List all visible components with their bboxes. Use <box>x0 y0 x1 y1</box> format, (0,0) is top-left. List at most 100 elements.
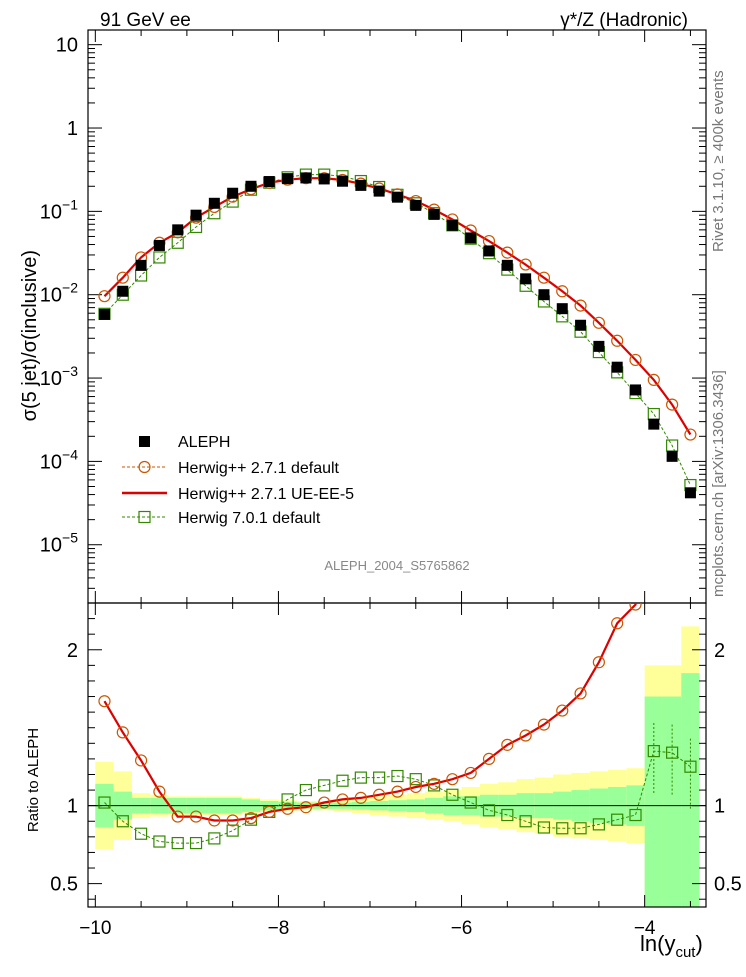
aleph-data-point <box>153 239 165 251</box>
hpp-default-ratio-point <box>244 812 258 825</box>
hpp-default-ratio-point <box>354 791 367 804</box>
legend-hpp-default-marker <box>138 460 151 474</box>
h7-ratio-point <box>318 779 331 792</box>
h7-ratio-point <box>666 746 679 759</box>
h7-ratio-point <box>281 793 294 806</box>
hpp-default-main-point <box>629 353 642 367</box>
legend-aleph-marker <box>139 436 150 447</box>
hpp-default-ratio-point <box>482 752 496 765</box>
hpp-default-ratio-point <box>226 814 239 827</box>
h7-ratio-point <box>446 788 459 801</box>
hpp-default-main-point <box>98 290 111 303</box>
aleph-data-point <box>410 199 422 211</box>
hpp-default-main-point <box>556 285 569 298</box>
aleph-data-point <box>391 191 403 203</box>
aleph-data-point <box>227 187 239 199</box>
y-tick-label: 10−5 <box>40 530 78 557</box>
hpp-default-main-point <box>574 299 587 312</box>
hpp-default-ratio-point <box>519 729 532 742</box>
aleph-data-point <box>428 208 440 220</box>
aleph-data-point <box>318 173 330 185</box>
h7-main-point <box>647 407 660 421</box>
h7-ratio-point <box>391 769 404 783</box>
aleph-data-point <box>611 361 623 373</box>
aleph-data-point <box>648 418 660 430</box>
hpp-default-ratio-point <box>556 704 569 717</box>
aleph-data-point <box>135 259 147 271</box>
ratio-y-tick-label-left: 0.5 <box>50 874 78 896</box>
hpp-default-ratio-point <box>464 766 477 780</box>
aleph-data-point <box>465 232 477 244</box>
y-tick-label: 10−2 <box>40 280 78 307</box>
hpp-default-ratio-point <box>116 726 129 739</box>
aleph-data-point <box>172 224 184 236</box>
aleph-data-point <box>501 259 513 271</box>
hpp-default-ratio-point <box>685 332 696 343</box>
hpp-default-main-point <box>666 398 679 411</box>
aleph-data-point <box>245 180 257 192</box>
y-tick-label: 10−3 <box>40 363 78 390</box>
aleph-data-point <box>483 245 495 257</box>
hpp-default-ratio-point <box>336 793 349 806</box>
h7-ratio-point <box>153 835 166 848</box>
y-tick-label: 10 <box>56 35 78 57</box>
y-tick-label: 10−1 <box>40 196 78 223</box>
aleph-data-point <box>630 384 642 396</box>
h7-ratio-point <box>189 836 203 850</box>
main-y-axis-title: σ(5 jet)/σ(inclusive) <box>19 250 41 421</box>
band-inner-bin <box>662 696 682 907</box>
hpp-default-ratio-point <box>537 718 551 731</box>
x-tick-label: −4 <box>634 918 656 939</box>
x-tick-label: −10 <box>79 918 111 939</box>
hpp-default-main-point <box>116 271 129 284</box>
ratio-uncertainty-bands <box>95 626 700 907</box>
hpp-default-main-point <box>501 246 514 259</box>
x-tick-label: −6 <box>451 918 473 939</box>
aleph-data-point <box>575 319 587 331</box>
y-tick-label: 1 <box>67 118 78 140</box>
ratio-y-tick-label-right: 1 <box>714 796 725 818</box>
rivet-version-label: Rivet 3.1.10, ≥ 400k events <box>710 70 727 252</box>
aleph-data-point <box>556 303 568 315</box>
h7-ratio-point <box>556 822 569 835</box>
mcplots-label: mcplots.cern.ch [arXiv:1306.3436] <box>710 370 727 597</box>
hpp-default-main-point <box>684 428 697 441</box>
aleph-data-point <box>282 173 294 185</box>
h7-main-point <box>153 251 166 264</box>
hpp-default-ratio-point <box>281 802 294 815</box>
aleph-data-point <box>520 273 532 285</box>
ratio-y-tick-label-right: 0.5 <box>714 874 742 896</box>
hpp-default-ratio-point <box>318 796 331 809</box>
h7-ratio-point <box>373 771 386 784</box>
hpp-default-ratio-point <box>427 777 441 790</box>
ratio-y-tick-label-left: 1 <box>67 796 78 818</box>
h7-ratio-point <box>409 773 422 786</box>
h7-ratio-point <box>171 836 184 850</box>
hpp-default-ratio-point <box>611 617 624 630</box>
h7-ratio-point <box>482 804 496 817</box>
legend-hpp-default-label: Herwig++ 2.7.1 default <box>178 460 340 477</box>
h7-main-point <box>189 220 203 234</box>
h7-ratio-point <box>574 822 587 835</box>
x-tick-label: −8 <box>268 918 290 939</box>
ratio-y-axis-title: Ratio to ALEPH <box>25 728 42 832</box>
hpp-default-ratio-point <box>446 773 459 786</box>
aleph-data-point <box>446 219 458 231</box>
h7-ratio-point <box>116 815 129 828</box>
header-right-title: γ*/Z (Hadronic) <box>560 10 688 31</box>
hpp-default-ratio-point <box>629 603 642 611</box>
h7-ratio-point <box>135 827 148 840</box>
hpp-default-ratio-point <box>98 695 111 708</box>
hpp-default-ratio-point <box>373 788 386 801</box>
band-inner-bin <box>681 673 700 907</box>
h7-ratio-point <box>299 783 313 797</box>
aleph-data-point <box>300 172 312 184</box>
aleph-data-point <box>593 340 605 352</box>
h7-ratio-point <box>98 796 111 809</box>
h7-ratio-point <box>519 815 532 828</box>
hpp-default-main-point <box>537 271 551 284</box>
hpp-default-main-point <box>592 316 605 329</box>
hpp-default-ratio-point <box>409 780 422 794</box>
hpp-default-ratio-point <box>171 810 184 823</box>
